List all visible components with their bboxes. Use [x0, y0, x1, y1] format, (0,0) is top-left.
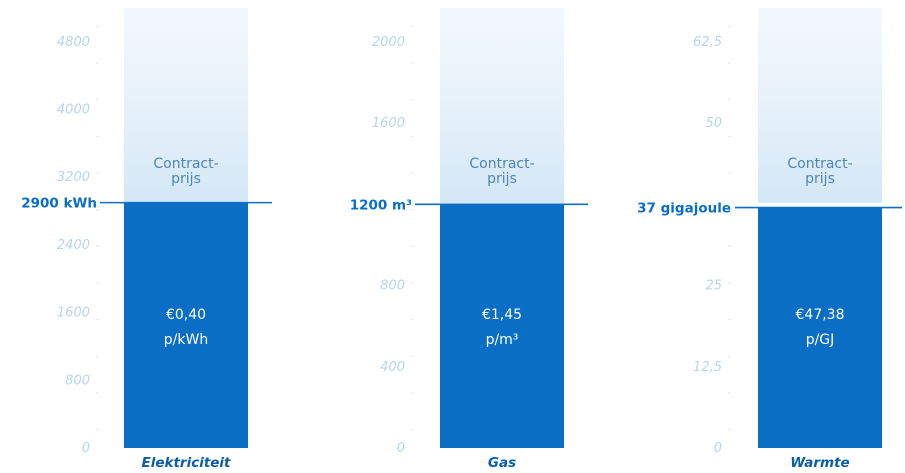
category-label: Gas	[488, 455, 516, 471]
tick-label: 4000	[57, 103, 90, 118]
tick-label: 800	[380, 279, 405, 294]
tick-label: 4800	[57, 35, 90, 50]
threshold-label: 1200 m³	[350, 197, 412, 213]
price-label: p/kWh	[164, 332, 208, 348]
tick-label: 1600	[372, 116, 405, 131]
panel-gas: 0 400 800 1600 2000 1200 m³ Contract-prijs €1,4…	[350, 8, 588, 471]
bar-gas	[440, 204, 564, 448]
price-label: €1,45	[482, 307, 522, 323]
tick-label: 400	[380, 360, 405, 375]
contract-label: Contract-	[153, 156, 218, 172]
contract-area	[758, 8, 882, 203]
contract-label: prijs	[171, 171, 201, 187]
panel-warmte: 0 12,5 25 50 62,5 37 gigajoule Contract-prijs €…	[637, 8, 902, 471]
tick-label: 3200	[57, 170, 90, 185]
category-label: Elektriciteit	[141, 455, 231, 471]
tick-label: 62,5	[693, 35, 722, 50]
tick-label: 0	[397, 441, 405, 456]
price-label: p/GJ	[806, 332, 835, 348]
tick-label: 2400	[57, 238, 90, 253]
tick-label: 2000	[372, 35, 405, 50]
contract-label: Contract-	[469, 156, 534, 172]
contract-area	[124, 8, 248, 203]
price-label: €0,40	[166, 307, 206, 323]
contract-label: prijs	[805, 171, 835, 187]
price-label: €47,38	[796, 307, 845, 323]
tick-label: 0	[82, 441, 90, 456]
tick-label: 1600	[57, 306, 90, 321]
bar-elektriciteit	[124, 202, 248, 448]
price-label: p/m³	[486, 332, 519, 348]
contract-label: Contract-	[787, 156, 852, 172]
panel-elektriciteit: 0 800 1600 2400 3200 4000 4800 2900 kWh Contract…	[21, 8, 272, 471]
contract-area	[440, 8, 564, 203]
threshold-label: 2900 kWh	[21, 196, 97, 212]
category-label: Warmte	[790, 455, 849, 471]
tick-label: 800	[65, 373, 90, 388]
threshold-label: 37 gigajoule	[637, 201, 731, 217]
contract-label: prijs	[487, 171, 517, 187]
tick-label: 0	[714, 441, 722, 456]
tick-label: 12,5	[693, 360, 722, 375]
tick-label: 50	[705, 116, 722, 131]
tick-label: 25	[705, 279, 722, 294]
bar-warmte	[758, 207, 882, 448]
